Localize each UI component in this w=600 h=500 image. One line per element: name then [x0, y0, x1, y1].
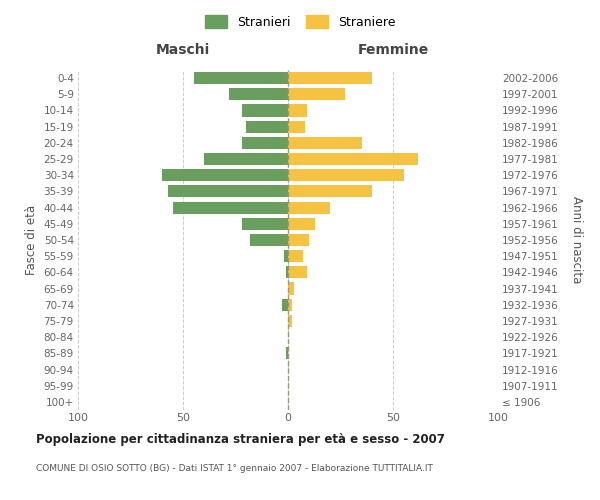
Bar: [288, 266, 307, 278]
Bar: [229, 88, 288, 101]
Bar: [288, 234, 309, 246]
Bar: [286, 348, 288, 360]
Bar: [284, 250, 288, 262]
Legend: Stranieri, Straniere: Stranieri, Straniere: [201, 11, 399, 32]
Bar: [162, 169, 288, 181]
Text: Maschi: Maschi: [156, 43, 210, 57]
Bar: [288, 169, 404, 181]
Bar: [286, 266, 288, 278]
Bar: [193, 72, 288, 84]
Bar: [282, 298, 288, 311]
Bar: [288, 186, 372, 198]
Y-axis label: Anni di nascita: Anni di nascita: [570, 196, 583, 284]
Text: Popolazione per cittadinanza straniera per età e sesso - 2007: Popolazione per cittadinanza straniera p…: [36, 432, 445, 446]
Bar: [288, 88, 345, 101]
Bar: [288, 202, 330, 213]
Bar: [288, 315, 292, 327]
Bar: [288, 218, 316, 230]
Bar: [288, 250, 303, 262]
Bar: [288, 72, 372, 84]
Y-axis label: Fasce di età: Fasce di età: [25, 205, 38, 275]
Text: COMUNE DI OSIO SOTTO (BG) - Dati ISTAT 1° gennaio 2007 - Elaborazione TUTTITALIA: COMUNE DI OSIO SOTTO (BG) - Dati ISTAT 1…: [36, 464, 433, 473]
Bar: [242, 218, 288, 230]
Bar: [288, 153, 418, 165]
Bar: [288, 120, 305, 132]
Bar: [168, 186, 288, 198]
Bar: [204, 153, 288, 165]
Bar: [242, 137, 288, 149]
Text: Femmine: Femmine: [358, 43, 428, 57]
Bar: [250, 234, 288, 246]
Bar: [173, 202, 288, 213]
Bar: [288, 298, 292, 311]
Bar: [242, 104, 288, 117]
Bar: [288, 104, 307, 117]
Bar: [246, 120, 288, 132]
Bar: [288, 137, 361, 149]
Bar: [288, 282, 295, 294]
